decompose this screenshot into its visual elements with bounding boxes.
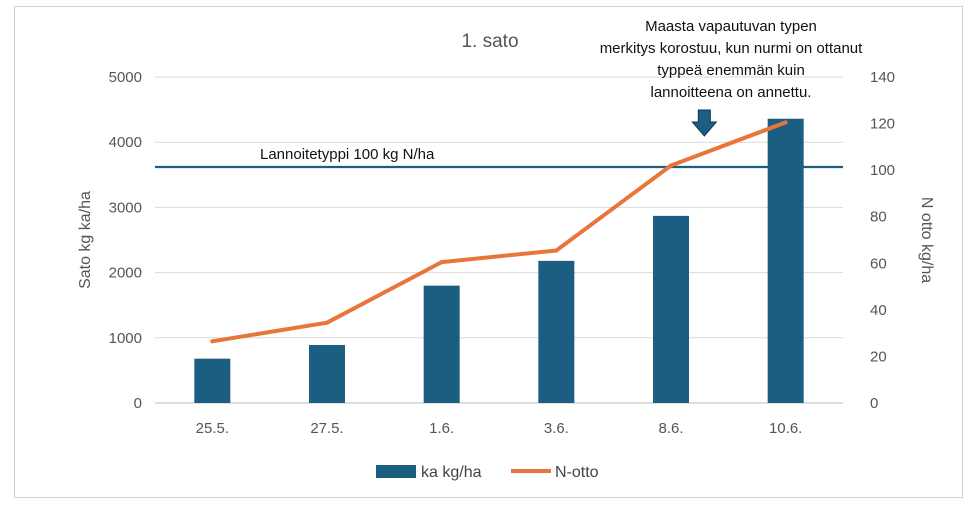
n-otto-line	[210, 120, 788, 344]
n-otto-point	[325, 320, 329, 325]
y2-tick-label: 0	[870, 395, 878, 412]
y2-tick-label: 120	[870, 116, 895, 133]
annotation-line: lannoitteena on annettu.	[651, 84, 812, 101]
x-tick-label: 27.5.	[310, 420, 343, 437]
n-otto-point	[439, 260, 444, 265]
legend-line-label: N-otto	[555, 464, 599, 481]
y2-tick-label: 40	[870, 302, 887, 319]
y2-tick-label: 80	[870, 209, 887, 226]
y-tick-label: 1000	[109, 330, 142, 347]
x-tick-label: 8.6.	[658, 420, 683, 437]
n-otto-point	[554, 248, 559, 253]
y-axis-title: Sato kg ka/ha	[77, 191, 94, 289]
y-tick-label: 3000	[109, 199, 142, 216]
bar	[653, 215, 689, 403]
y2-axis-title: N otto kg/ha	[918, 197, 935, 283]
annotation-line: Maasta vapautuvan typen	[645, 18, 817, 35]
y2-tick-label: 100	[870, 162, 895, 179]
bar	[423, 285, 460, 403]
legend-bar-label: ka kg/ha	[421, 464, 482, 481]
annotation-line: typpeä enemmän kuin	[657, 62, 805, 79]
n-otto-point	[669, 163, 673, 168]
x-axis-ticks: 25.5. 27.5. 1.6. 3.6. 8.6. 10.6.	[196, 420, 803, 437]
x-tick-label: 3.6.	[544, 420, 569, 437]
gridlines	[155, 76, 843, 404]
annotation-line: merkitys korostuu, kun nurmi on ottanut	[600, 40, 863, 57]
y2-tick-label: 20	[870, 348, 887, 365]
chart-title: 1. sato	[461, 31, 518, 52]
y-tick-label: 0	[134, 395, 142, 412]
chart-border	[14, 6, 963, 498]
y2-tick-label: 140	[870, 69, 895, 86]
y-tick-label: 2000	[109, 265, 142, 282]
x-tick-label: 1.6.	[429, 420, 454, 437]
annotation: Maasta vapautuvan typen merkitys korostuu…	[600, 18, 863, 101]
bar	[194, 358, 231, 403]
n-otto-point	[783, 120, 788, 125]
x-tick-label: 10.6.	[769, 420, 802, 437]
bar	[767, 118, 804, 403]
bar	[309, 344, 345, 403]
n-otto-point	[210, 339, 215, 344]
legend: ka kg/ha N-otto	[376, 464, 599, 481]
y-axis-ticks: 0 1000 2000 3000 4000 5000	[109, 69, 142, 412]
legend-bar-swatch	[376, 465, 416, 478]
y2-tick-label: 60	[870, 255, 887, 272]
reference-line-label: Lannoitetyppi 100 kg N/ha	[260, 146, 435, 163]
y2-axis-ticks: 0 20 40 60 80 100 120 140	[870, 69, 895, 412]
y-tick-label: 5000	[109, 69, 142, 86]
bar	[538, 260, 575, 403]
y-tick-label: 4000	[109, 134, 142, 151]
annotation-arrow-icon	[691, 109, 718, 137]
x-tick-label: 25.5.	[196, 420, 229, 437]
line-series	[210, 120, 788, 344]
